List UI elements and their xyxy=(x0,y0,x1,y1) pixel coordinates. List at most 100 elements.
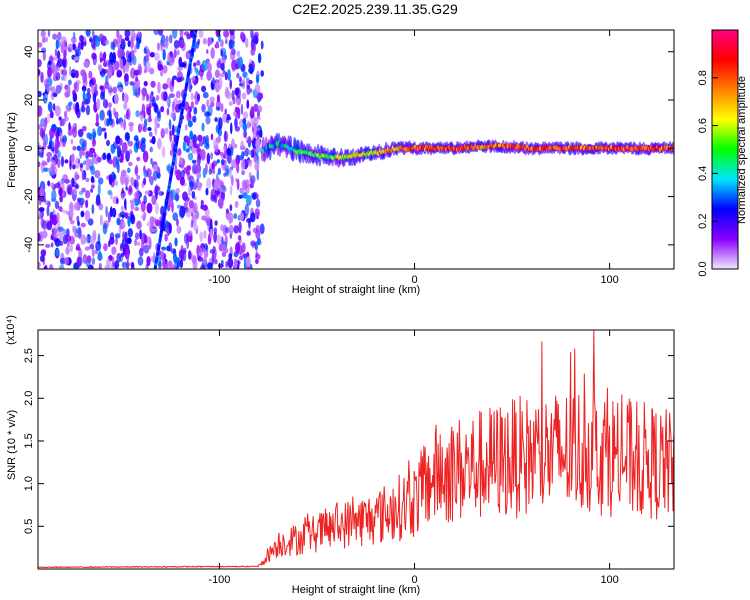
spectrogram-cell xyxy=(85,158,91,166)
spectrogram-cell xyxy=(254,162,260,171)
spectrogram-cell xyxy=(166,245,171,252)
spectrogram-cell xyxy=(80,234,87,245)
spectrogram-cell xyxy=(170,189,177,201)
spectrogram-cell xyxy=(229,247,233,254)
spectrogram-cell xyxy=(200,148,206,161)
spectrogram-cell xyxy=(136,31,142,39)
spectrogram-cell xyxy=(158,189,162,197)
spectrogram-cell xyxy=(144,190,150,195)
spectrogram-cell xyxy=(175,169,182,181)
spectrogram-cell xyxy=(81,142,86,150)
spectrogram-cell xyxy=(123,92,129,104)
spectrogram-cell xyxy=(162,260,168,269)
spectrogram-cell xyxy=(126,237,132,245)
spectrogram-cell xyxy=(94,169,101,179)
spectrogram-cell xyxy=(201,122,205,132)
spectrogram-cell xyxy=(52,92,58,98)
spectrogram-cell xyxy=(183,31,190,36)
spectrogram-cell xyxy=(47,167,52,172)
spectrogram-cell xyxy=(134,232,140,240)
spectrogram-cell xyxy=(57,226,64,233)
spectrogram-cell xyxy=(225,165,230,176)
spectrogram-cell xyxy=(50,242,54,248)
spectrogram-cell xyxy=(228,224,234,235)
spectrogram-cell xyxy=(44,36,49,43)
spectrogram-cell xyxy=(206,152,211,165)
spectrogram-cell xyxy=(93,151,97,158)
colorbar-tick-label: 0.0 xyxy=(697,261,709,276)
spectrogram-cell xyxy=(221,251,227,258)
spectrogram-cell xyxy=(250,149,255,158)
spectrogram-cell xyxy=(82,70,86,78)
spectrogram-cell xyxy=(127,228,134,238)
spectrogram-cell xyxy=(80,39,84,51)
colorbar-ticks: 0.0 0.2 0.4 0.6 0.8 xyxy=(697,70,718,277)
spectrogram-cell xyxy=(157,42,160,51)
spectrogram-cell xyxy=(230,174,234,186)
spectrogram-cell xyxy=(250,212,256,223)
spectrogram-cell xyxy=(182,140,187,152)
spectrogram-cell xyxy=(250,175,256,184)
spectrogram-cell xyxy=(80,222,86,228)
spectrogram-cell xyxy=(240,31,245,41)
spectrogram-cell xyxy=(250,106,255,115)
spectrogram-cell xyxy=(185,200,189,206)
spectrogram-cell xyxy=(47,180,51,187)
spectrogram-cell xyxy=(134,198,139,207)
spectrogram-cell xyxy=(152,252,156,262)
spectrogram-cell xyxy=(114,111,119,119)
spectrogram-cell xyxy=(207,262,213,269)
spectrogram-cell xyxy=(66,228,70,237)
spectrogram-cell xyxy=(92,94,96,102)
spectrogram-cell xyxy=(179,259,184,269)
spectrogram-cell xyxy=(47,113,50,124)
spectrogram-cell xyxy=(199,231,203,243)
spectrogram-cell xyxy=(46,151,53,158)
spectrogram-cell xyxy=(257,52,262,64)
spectrogram-cell xyxy=(210,47,215,60)
spectrogram-cell xyxy=(72,187,78,196)
spectrogram-cell xyxy=(222,185,226,192)
spectrogram-cell xyxy=(100,91,105,100)
spectrogram-cell xyxy=(202,91,209,99)
spectrogram-cell xyxy=(42,50,46,61)
spectrogram-cell xyxy=(40,218,45,229)
spectrogram-cell xyxy=(69,244,74,253)
spectrogram-cell xyxy=(143,244,150,254)
spectrogram-cell xyxy=(134,78,140,90)
spectrogram-cell xyxy=(119,242,125,249)
x-tick-label: 100 xyxy=(600,274,618,286)
spectrogram-cell xyxy=(246,99,250,110)
spectrogram-cell xyxy=(70,154,75,166)
spectrogram-cell xyxy=(146,168,152,178)
spectrogram-cell xyxy=(38,232,41,242)
spectrogram-cell xyxy=(56,52,61,60)
spectrogram-heatmap xyxy=(38,30,674,269)
spectrogram-cell xyxy=(187,152,194,161)
spectrogram-cell xyxy=(203,142,207,149)
spectrogram-cell xyxy=(217,197,224,209)
y-tick-label: 0.5 xyxy=(23,519,35,534)
spectrogram-cell xyxy=(146,202,153,214)
spectrogram-cell xyxy=(197,181,201,187)
spectrogram-cell xyxy=(118,224,122,235)
spectrogram-cell xyxy=(196,172,202,179)
spectrogram-cell xyxy=(140,214,146,219)
colorbar-tick-label: 0.4 xyxy=(697,166,709,181)
x-tick-label: -100 xyxy=(208,574,230,586)
spectrogram-cell xyxy=(240,159,246,171)
spectrogram-x-ticks: -100 0 100 xyxy=(208,30,619,286)
spectrogram-cell xyxy=(257,237,261,246)
spectrogram-cell xyxy=(64,257,70,266)
spectrogram-cell xyxy=(76,256,82,269)
snr-panel: -100 0 100 0.5 1.0 1.5 2.0 2.5 Height of strai… xyxy=(5,315,675,596)
spectrogram-cell xyxy=(176,49,180,56)
spectrogram-cell xyxy=(255,138,261,150)
spectrogram-cell xyxy=(193,106,198,115)
spectrogram-cell xyxy=(126,109,129,120)
spectrogram-cell xyxy=(95,240,102,252)
spectrogram-cell xyxy=(127,40,131,48)
spectrogram-cell xyxy=(136,39,140,50)
spectrogram-cell xyxy=(220,49,223,57)
spectrogram-cell xyxy=(124,73,129,82)
